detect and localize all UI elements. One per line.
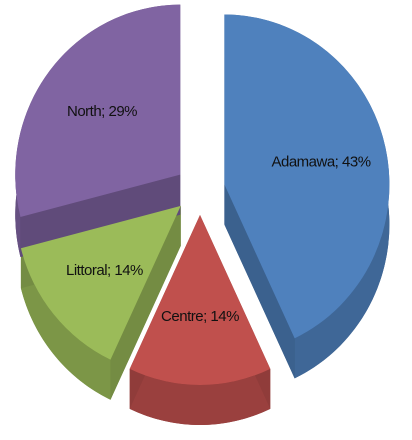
slice-side [110,205,181,400]
data-label: Littoral; 14% [66,262,143,279]
slice-side [224,184,295,379]
data-label: Adamawa; 43% [271,153,370,170]
slice [224,14,390,339]
data-label: Centre; 14% [161,308,239,325]
slice-rim [129,368,271,425]
slice-tops [15,4,390,385]
slice [20,205,181,360]
slice-rim [20,248,111,400]
data-label: North; 29% [67,103,137,120]
slice-side [20,174,181,257]
slice [129,215,271,385]
slice [15,4,181,217]
